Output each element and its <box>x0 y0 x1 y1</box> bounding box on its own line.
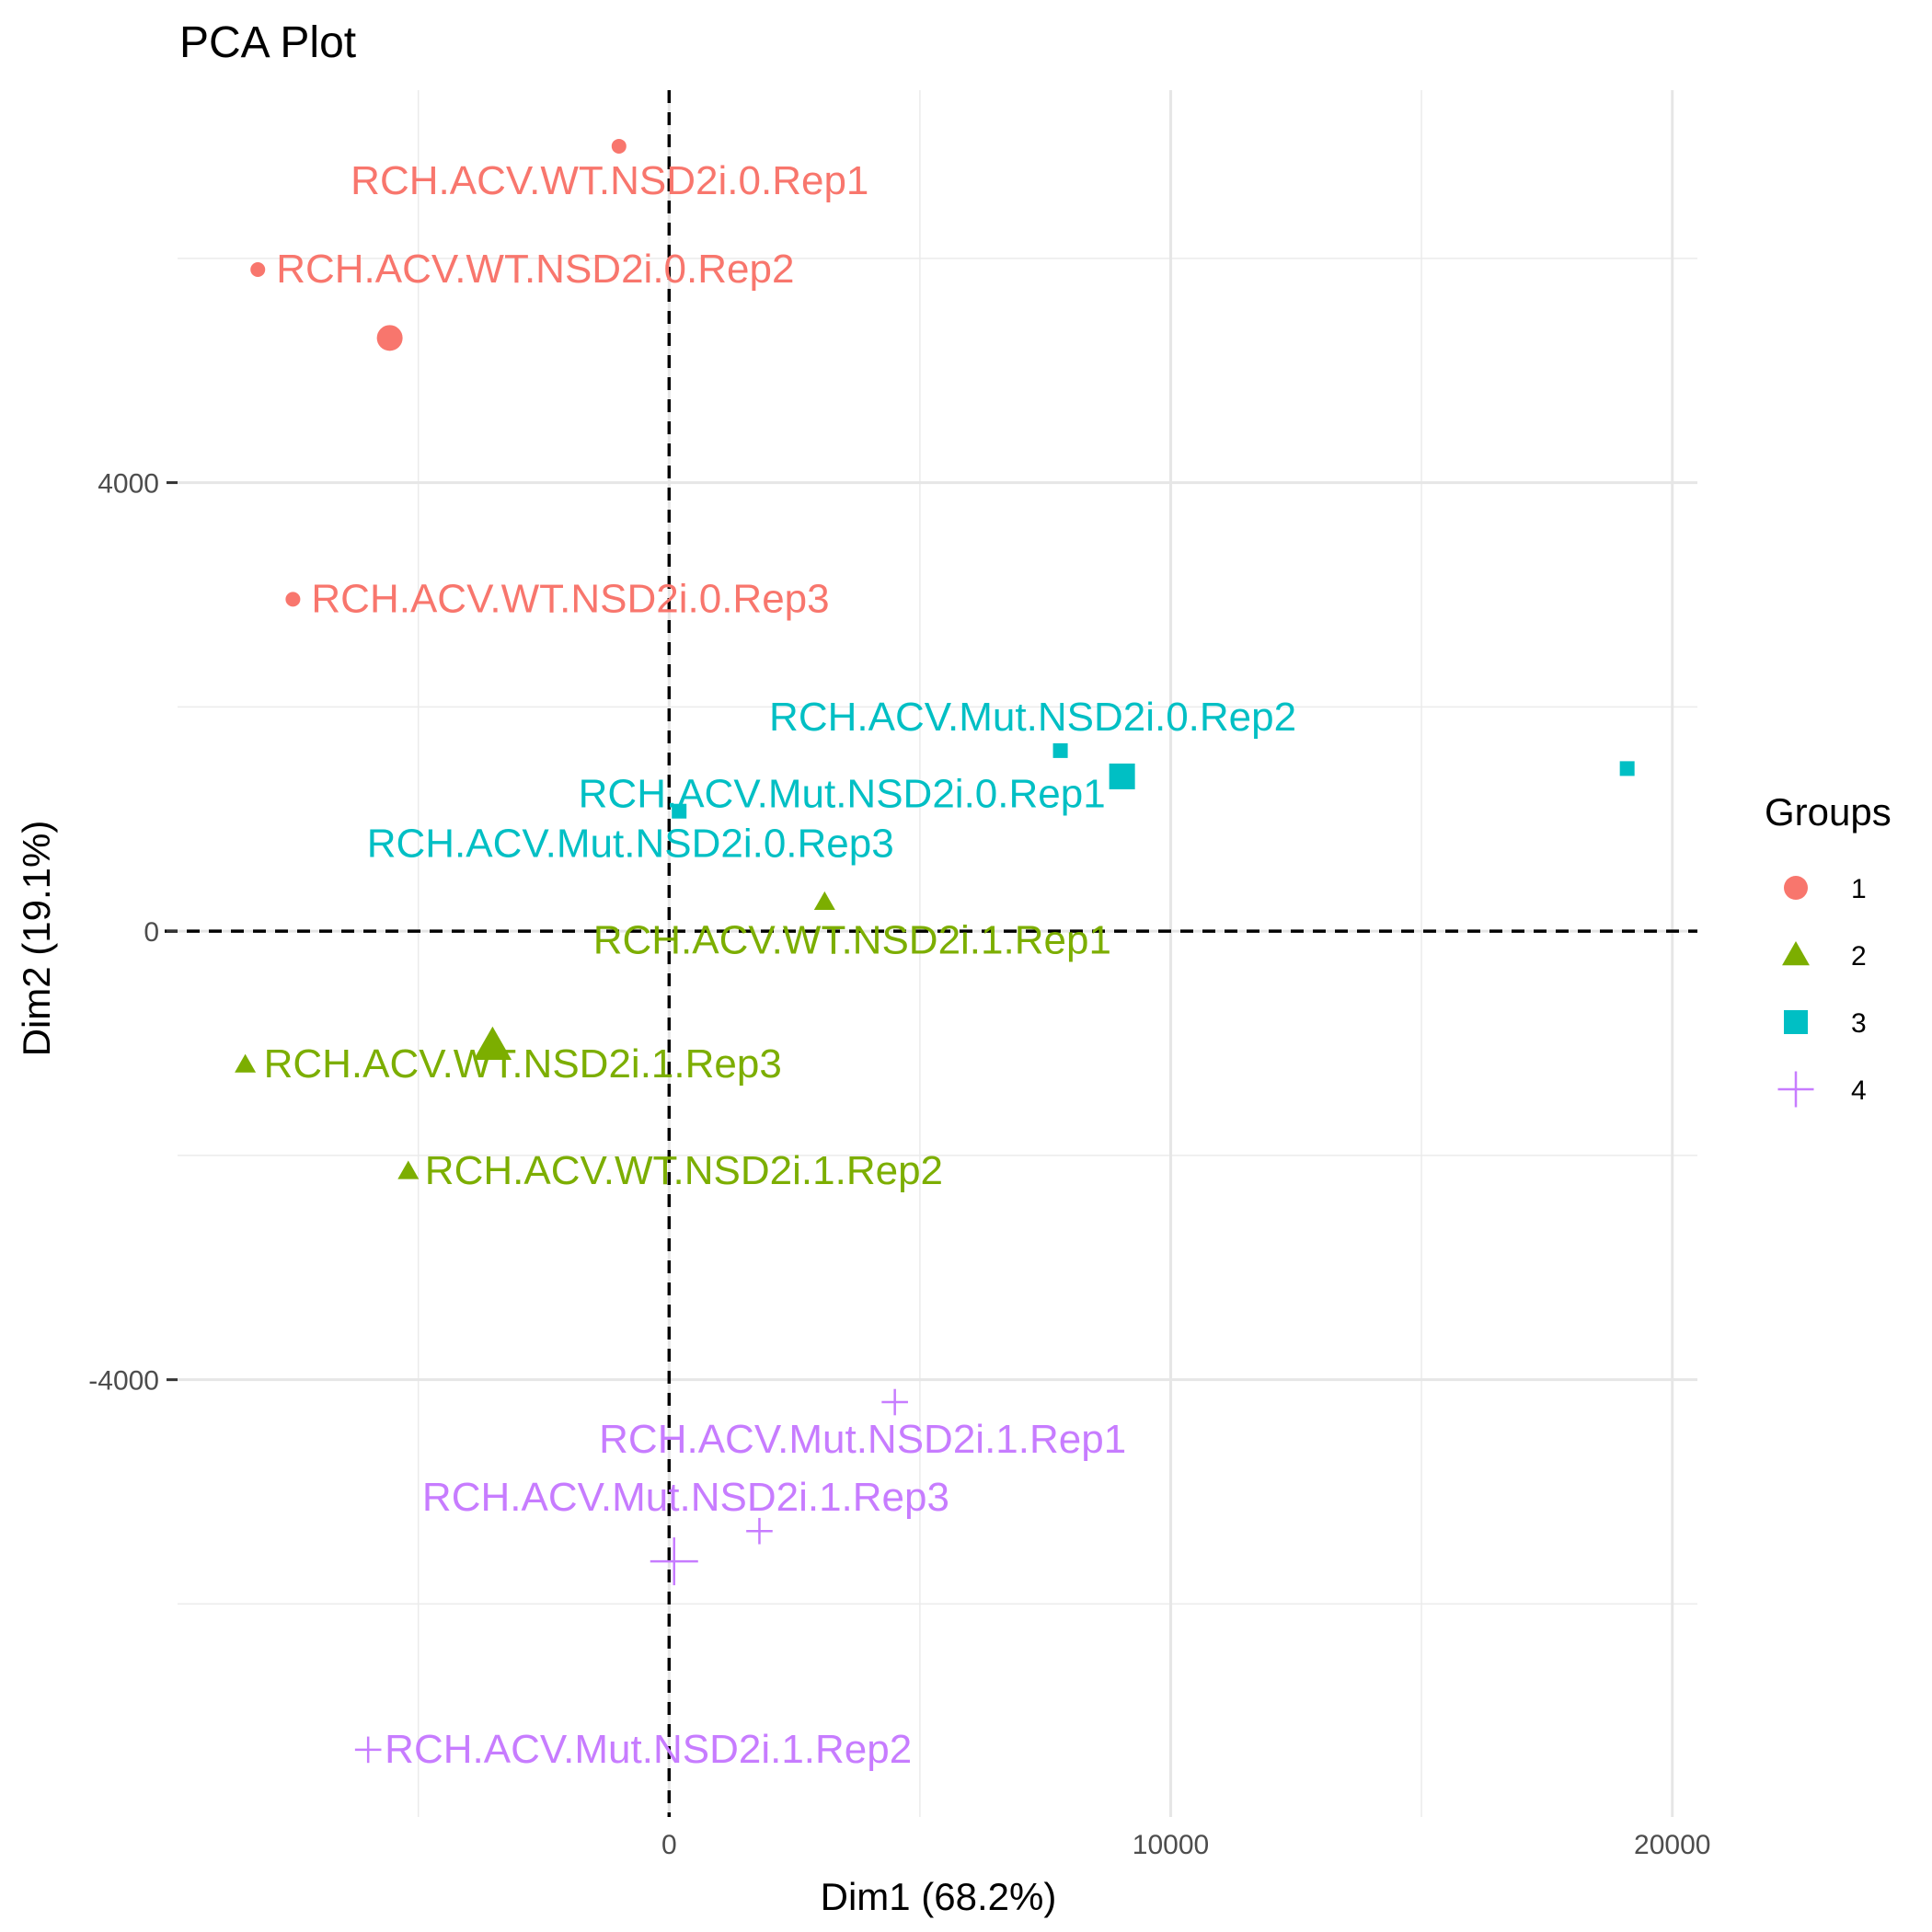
y-axis-title: Dim2 (19.1%) <box>15 821 58 1057</box>
legend: Groups 1 2 3 4 <box>1765 790 1892 1108</box>
group-centroid <box>1109 763 1135 789</box>
y-tick-label: -4000 <box>88 1366 159 1397</box>
data-point <box>1619 761 1635 776</box>
group-centroid <box>650 1537 698 1586</box>
point-label: RCH.ACV.WT.NSD2i.0.Rep2 <box>276 247 794 292</box>
legend-item-4: 4 <box>1777 1071 1867 1108</box>
data-point <box>397 1160 420 1179</box>
point-label: RCH.ACV.WT.NSD2i.0.Rep3 <box>311 576 829 621</box>
data-point <box>1052 742 1068 758</box>
legend-key-triangle-icon <box>1782 941 1810 966</box>
point-label: RCH.ACV.WT.NSD2i.1.Rep1 <box>593 917 1111 962</box>
point-label: RCH.ACV.Mut.NSD2i.0.Rep2 <box>769 695 1296 740</box>
x-axis-title: Dim1 (68.2%) <box>821 1875 1057 1918</box>
legend-items: 1 2 3 4 <box>1777 874 1867 1108</box>
reference-lines <box>165 90 1697 1817</box>
data-point <box>672 803 687 819</box>
x-tick-label: 10000 <box>1133 1830 1209 1860</box>
legend-key-circle-icon <box>1784 876 1808 900</box>
axes: -4000 0 4000 0 10000 20000 <box>88 469 1710 1860</box>
point-label: RCH.ACV.Mut.NSD2i.1.Rep2 <box>385 1727 912 1772</box>
point-label: RCH.ACV.Mut.NSD2i.0.Rep1 <box>579 771 1106 816</box>
point-label: RCH.ACV.Mut.NSD2i.1.Rep1 <box>599 1417 1126 1462</box>
data-point <box>611 138 627 154</box>
point-label: RCH.ACV.WT.NSD2i.1.Rep2 <box>425 1148 943 1193</box>
data-point <box>746 1517 773 1545</box>
point-label: RCH.ACV.Mut.NSD2i.0.Rep3 <box>367 822 894 867</box>
data-point <box>250 262 266 278</box>
legend-key-square-icon <box>1784 1010 1808 1034</box>
legend-item-label: 2 <box>1851 941 1867 972</box>
y-tick-label: 4000 <box>98 469 159 500</box>
y-tick-label: 0 <box>144 917 159 948</box>
point-label: RCH.ACV.WT.NSD2i.0.Rep1 <box>351 158 868 203</box>
legend-item-1: 1 <box>1784 874 1867 904</box>
data-point <box>354 1736 382 1764</box>
group-centroid <box>473 1026 512 1060</box>
point-label: RCH.ACV.Mut.NSD2i.1.Rep3 <box>422 1475 949 1520</box>
group-centroid <box>376 325 403 351</box>
x-tick-label: 0 <box>661 1830 677 1860</box>
data-points <box>235 138 1635 1764</box>
legend-key-cross-icon <box>1777 1071 1814 1108</box>
point-label: RCH.ACV.WT.NSD2i.1.Rep3 <box>264 1041 782 1087</box>
legend-item-label: 1 <box>1851 874 1867 904</box>
legend-item-label: 4 <box>1851 1075 1867 1106</box>
chart-title: PCA Plot <box>179 18 356 67</box>
data-point <box>235 1053 257 1073</box>
legend-item-3: 3 <box>1784 1008 1867 1039</box>
point-labels: RCH.ACV.WT.NSD2i.0.Rep1 RCH.ACV.WT.NSD2i.… <box>264 158 1296 1772</box>
legend-item-2: 2 <box>1782 941 1867 972</box>
data-point <box>813 891 835 911</box>
legend-item-label: 3 <box>1851 1008 1867 1039</box>
legend-title: Groups <box>1765 790 1892 834</box>
data-point <box>881 1388 908 1416</box>
x-tick-label: 20000 <box>1634 1830 1710 1860</box>
data-point <box>285 592 301 607</box>
